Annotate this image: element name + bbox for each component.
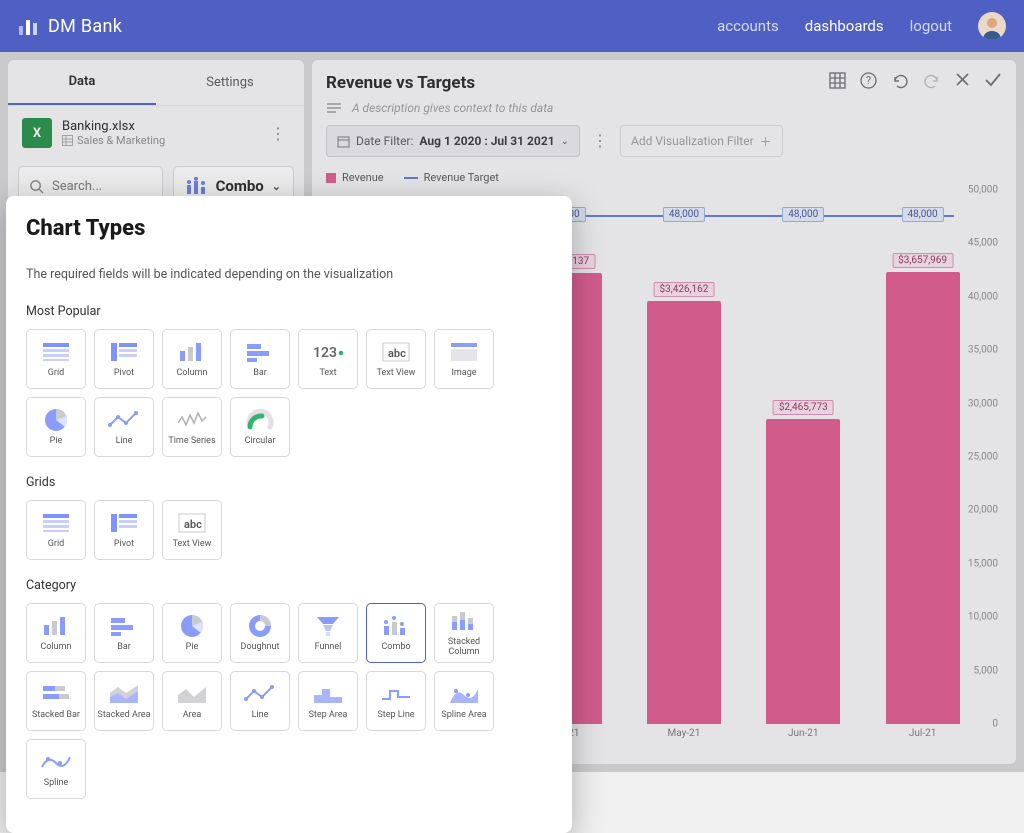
chevron-down-icon: ⌄ bbox=[272, 180, 281, 193]
chart-type-stackedarea[interactable]: Stacked Area bbox=[94, 671, 154, 731]
chart-type-stackedcol[interactable]: Stacked Column bbox=[434, 603, 494, 663]
file-name: Banking.xlsx bbox=[62, 119, 256, 134]
filter-row: Date Filter: Aug 1 2020 : Jul 31 2021 ⌄ … bbox=[312, 125, 1016, 167]
legend-revenue: Revenue bbox=[326, 171, 384, 184]
nav-dashboards[interactable]: dashboards bbox=[805, 17, 884, 35]
nav-accounts[interactable]: accounts bbox=[717, 17, 779, 35]
chart-type-funnel[interactable]: Funnel bbox=[298, 603, 358, 663]
brand-logo: DM Bank bbox=[18, 16, 122, 37]
chart-type-image[interactable]: Image bbox=[434, 329, 494, 389]
chart-type-grid[interactable]: Grid bbox=[26, 329, 86, 389]
chart-type-textview[interactable]: abcText View bbox=[366, 329, 426, 389]
excel-icon: X bbox=[22, 118, 52, 148]
chart-type-text[interactable]: 123Text bbox=[298, 329, 358, 389]
bar[interactable] bbox=[886, 272, 960, 724]
svg-text:?: ? bbox=[866, 74, 871, 87]
chart-type-column[interactable]: Column bbox=[162, 329, 222, 389]
bars-icon bbox=[18, 16, 38, 36]
chart-type-column[interactable]: Column bbox=[26, 603, 86, 663]
bar[interactable] bbox=[647, 301, 721, 724]
bar-value-label: $3,426,162 bbox=[654, 282, 715, 297]
popover-section-title: Category bbox=[26, 578, 552, 593]
file-meta: Banking.xlsx Sales & Marketing bbox=[62, 119, 256, 147]
undo-icon[interactable] bbox=[891, 72, 909, 93]
calendar-icon bbox=[337, 135, 350, 148]
chart-type-line[interactable]: Line bbox=[230, 671, 290, 731]
bar[interactable] bbox=[766, 419, 840, 724]
chart-type-pie[interactable]: Pie bbox=[162, 603, 222, 663]
date-filter-chip[interactable]: Date Filter: Aug 1 2020 : Jul 31 2021 ⌄ bbox=[326, 125, 580, 157]
description-icon bbox=[326, 102, 342, 114]
chart-type-timeseries[interactable]: Time Series bbox=[162, 397, 222, 457]
chart-type-stackedbar[interactable]: Stacked Bar bbox=[26, 671, 86, 731]
chart-type-pie[interactable]: Pie bbox=[26, 397, 86, 457]
redo-icon[interactable] bbox=[923, 72, 941, 93]
content-header: Revenue vs Targets ? bbox=[312, 60, 1016, 101]
file-menu-icon[interactable]: ⋮ bbox=[266, 124, 290, 143]
brand-name: DM Bank bbox=[48, 16, 122, 37]
svg-text:abc: abc bbox=[184, 518, 202, 531]
combo-icon bbox=[186, 177, 208, 195]
description-row[interactable]: A description gives context to this data bbox=[312, 101, 1016, 125]
chart-type-textview[interactable]: abcText View bbox=[162, 500, 222, 560]
content-tools: ? bbox=[829, 72, 1002, 93]
popover-hint: The required fields will be indicated de… bbox=[26, 267, 552, 282]
chart-type-bar[interactable]: Bar bbox=[230, 329, 290, 389]
file-sheet: Sales & Marketing bbox=[62, 134, 256, 147]
add-filter-button[interactable]: Add Visualization Filter ＋ bbox=[620, 125, 783, 157]
help-icon[interactable]: ? bbox=[860, 72, 877, 93]
sidebar-tabs: Data Settings bbox=[8, 60, 304, 106]
chevron-down-icon: ⌄ bbox=[561, 136, 569, 147]
top-nav: DM Bank accounts dashboards logout bbox=[0, 0, 1024, 52]
tab-settings[interactable]: Settings bbox=[156, 60, 304, 105]
search-icon bbox=[29, 179, 44, 194]
chart-types-popover: Chart Types The required fields will be … bbox=[6, 196, 572, 833]
chart-type-combo[interactable]: Combo bbox=[366, 603, 426, 663]
chart-type-doughnut[interactable]: Doughnut bbox=[230, 603, 290, 663]
chart-type-grid[interactable]: Grid bbox=[26, 500, 86, 560]
close-icon[interactable] bbox=[955, 72, 970, 93]
legend: Revenue Revenue Target bbox=[312, 167, 1016, 190]
popover-section-title: Most Popular bbox=[26, 304, 552, 319]
avatar[interactable] bbox=[978, 12, 1006, 40]
filter-menu-icon[interactable]: ⋮ bbox=[592, 133, 608, 149]
svg-text:123: 123 bbox=[313, 345, 337, 361]
data-source-row[interactable]: X Banking.xlsx Sales & Marketing ⋮ bbox=[8, 106, 304, 160]
nav-links: accounts dashboards logout bbox=[717, 12, 1006, 40]
bar-value-label: $3,657,969 bbox=[892, 253, 953, 268]
nav-logout[interactable]: logout bbox=[910, 17, 952, 35]
chart-type-splinearea[interactable]: Spline Area bbox=[434, 671, 494, 731]
chart-type-line[interactable]: Line bbox=[94, 397, 154, 457]
x-tick: Jun-21 bbox=[788, 728, 819, 739]
confirm-icon[interactable] bbox=[984, 72, 1002, 93]
chart-type-circular[interactable]: Circular bbox=[230, 397, 290, 457]
x-tick: May-21 bbox=[668, 728, 701, 739]
chart-type-spline[interactable]: Spline bbox=[26, 739, 86, 799]
chart-type-bar[interactable]: Bar bbox=[94, 603, 154, 663]
chart-type-pivot[interactable]: Pivot bbox=[94, 329, 154, 389]
chart-type-area[interactable]: Area bbox=[162, 671, 222, 731]
tab-data[interactable]: Data bbox=[8, 60, 156, 105]
grid-icon[interactable] bbox=[829, 72, 846, 93]
plus-icon: ＋ bbox=[760, 133, 772, 150]
bar-value-label: $2,465,773 bbox=[773, 400, 834, 415]
svg-text:abc: abc bbox=[388, 347, 406, 360]
chart-type-stepline[interactable]: Step Line bbox=[366, 671, 426, 731]
popover-section-title: Grids bbox=[26, 475, 552, 490]
chart-type-pivot[interactable]: Pivot bbox=[94, 500, 154, 560]
chart-type-steparea[interactable]: Step Area bbox=[298, 671, 358, 731]
legend-target: Revenue Target bbox=[404, 171, 499, 184]
page-title: Revenue vs Targets bbox=[326, 73, 475, 93]
popover-title: Chart Types bbox=[26, 216, 552, 241]
x-tick: Jul-21 bbox=[909, 728, 936, 739]
